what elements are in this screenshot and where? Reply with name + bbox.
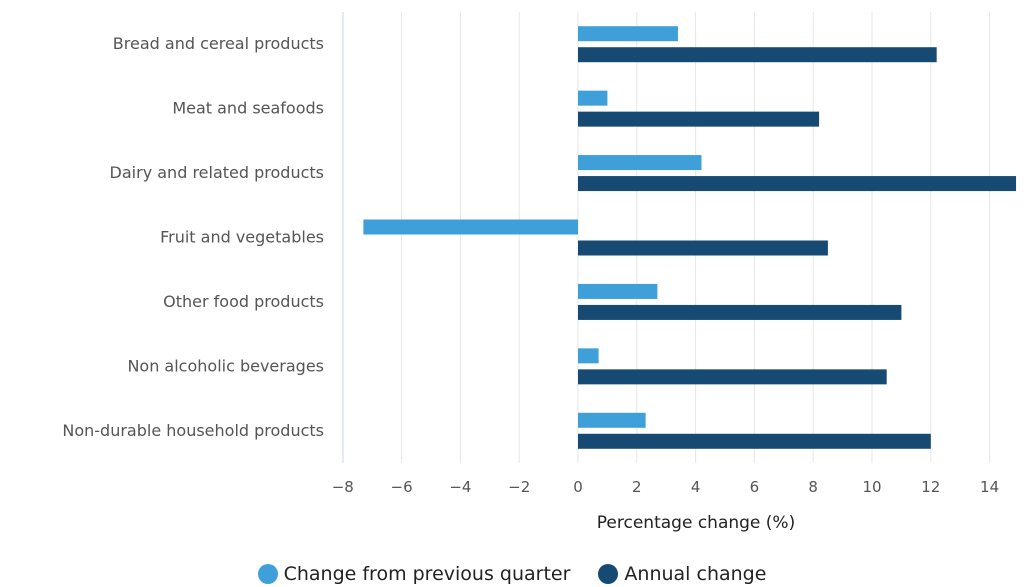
category-label: Meat and seafoods xyxy=(172,99,324,118)
x-tick-label: 6 xyxy=(750,478,760,496)
bar-chart: Bread and cereal products Meat and seafoo… xyxy=(62,12,1017,533)
bar-quarter-change[interactable] xyxy=(363,219,578,235)
legend-marker-annual xyxy=(598,563,619,584)
category-label: Dairy and related products xyxy=(110,163,324,182)
grid-lines xyxy=(401,12,991,463)
legend-item-annual[interactable]: Annual change xyxy=(598,563,766,585)
category-label: Non alcoholic beverages xyxy=(127,356,324,375)
x-tick-labels: −8 −6 −4 −2 0 2 4 6 8 10 12 14 xyxy=(332,478,999,496)
bars xyxy=(363,26,1017,449)
x-tick-label: 14 xyxy=(980,478,999,496)
legend-item-quarter[interactable]: Change from previous quarter xyxy=(257,562,571,585)
x-axis-title: Percentage change (%) xyxy=(597,513,795,533)
legend: Change from previous quarter Annual chan… xyxy=(0,560,1024,587)
x-tick-label: −8 xyxy=(332,478,354,496)
category-label: Non-durable household products xyxy=(62,421,324,440)
category-labels: Bread and cereal products Meat and seafoo… xyxy=(62,34,324,440)
x-tick-label: 4 xyxy=(691,478,701,496)
x-tick-label: 8 xyxy=(808,478,818,496)
bar-quarter-change[interactable] xyxy=(578,283,658,299)
x-tick-label: −6 xyxy=(391,478,413,496)
category-label: Other food products xyxy=(163,292,324,311)
bar-quarter-change[interactable] xyxy=(578,26,678,42)
category-label: Bread and cereal products xyxy=(113,34,324,53)
bar-annual-change[interactable] xyxy=(578,240,828,256)
bar-annual-change[interactable] xyxy=(578,304,902,320)
x-tick-label: −4 xyxy=(449,478,471,496)
bar-annual-change[interactable] xyxy=(578,176,1017,192)
bar-annual-change[interactable] xyxy=(578,369,887,385)
bar-annual-change[interactable] xyxy=(578,47,937,63)
bar-annual-change[interactable] xyxy=(578,433,931,449)
x-tick-label: 2 xyxy=(632,478,642,496)
bar-quarter-change[interactable] xyxy=(578,412,646,428)
bar-quarter-change[interactable] xyxy=(578,90,608,106)
bar-quarter-change[interactable] xyxy=(578,155,702,171)
x-tick-label: 10 xyxy=(862,478,881,496)
legend-label-annual: Annual change xyxy=(624,562,767,585)
x-tick-label: 0 xyxy=(573,478,583,496)
bar-quarter-change[interactable] xyxy=(578,348,599,364)
category-label: Fruit and vegetables xyxy=(160,228,324,247)
legend-label-quarter: Change from previous quarter xyxy=(283,562,571,585)
legend-marker-quarter xyxy=(257,563,278,584)
x-tick-label: −2 xyxy=(508,478,530,496)
x-tick-label: 12 xyxy=(921,478,940,496)
bar-annual-change[interactable] xyxy=(578,111,820,127)
